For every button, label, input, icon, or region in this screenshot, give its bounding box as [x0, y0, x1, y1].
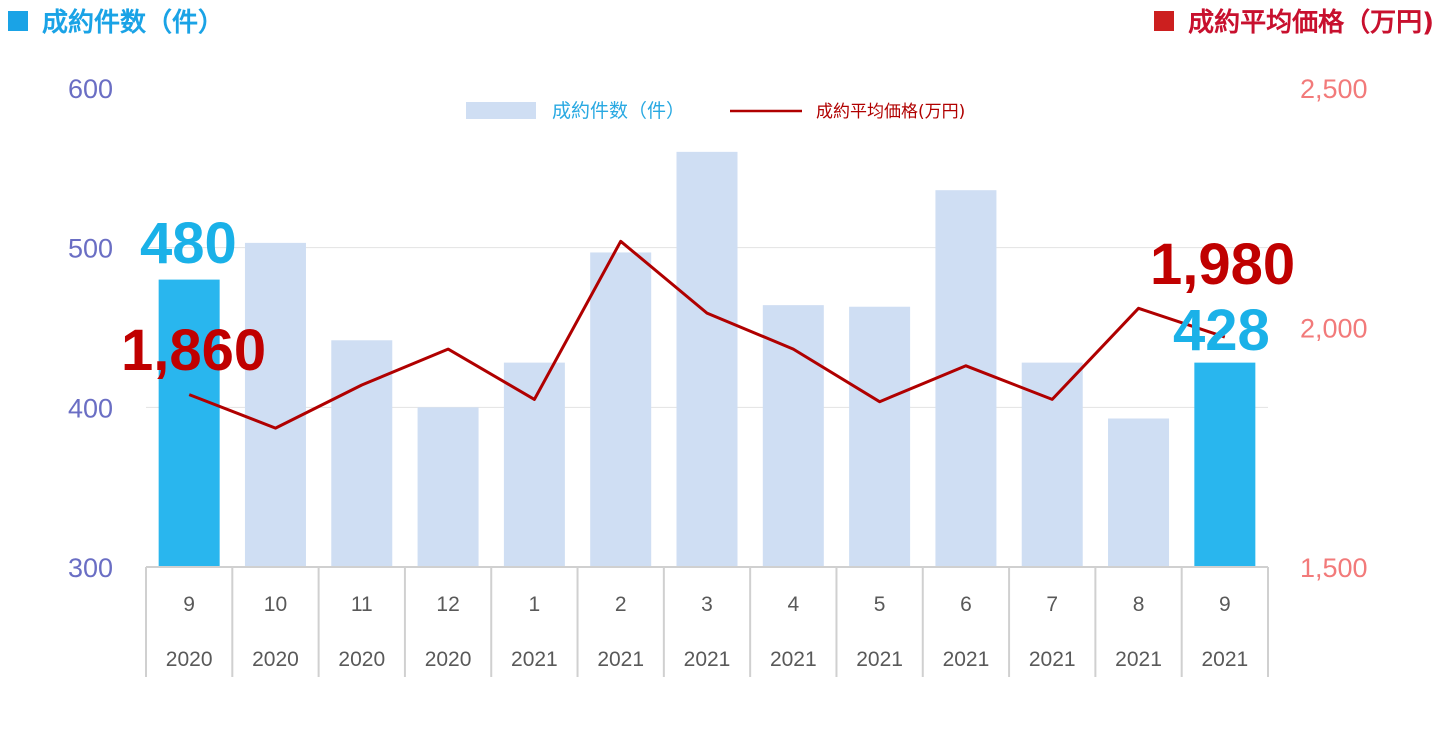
right-series-title-text: 成約平均価格（万円)	[1188, 8, 1434, 38]
legend-bar-swatch	[466, 102, 536, 119]
month-label: 3	[701, 593, 713, 616]
callout-last-bar: 428	[1173, 298, 1270, 363]
chart-legend: 成約件数（件） 成約平均価格(万円)	[466, 100, 965, 122]
month-label: 6	[960, 593, 972, 616]
year-label: 2021	[597, 648, 644, 671]
month-label: 4	[787, 593, 799, 616]
month-label: 9	[183, 593, 195, 616]
left-tick-label: 500	[68, 234, 113, 264]
price-line	[188, 239, 1226, 430]
bar	[676, 151, 738, 567]
bar	[1021, 362, 1083, 567]
month-label: 8	[1133, 593, 1145, 616]
left-tick-label: 400	[68, 393, 113, 423]
right-tick-label: 2,500	[1300, 74, 1368, 104]
callout-first-bar: 480	[140, 211, 237, 276]
year-label: 2020	[252, 648, 299, 671]
legend-bar-label: 成約件数（件）	[552, 100, 685, 122]
bar	[1108, 418, 1170, 567]
right-tick-label: 2,000	[1300, 314, 1368, 344]
category-labels: 9 2020 10 2020 11 2020 12 2020 1 2021 2 2021 3 2021 4 2…	[166, 593, 1248, 671]
year-label: 2020	[166, 648, 213, 671]
month-label: 2	[615, 593, 627, 616]
bar	[590, 252, 652, 567]
blue-square-icon	[8, 10, 28, 31]
bar	[849, 306, 911, 567]
callout-first-line: 1,860	[121, 318, 266, 383]
right-series-title: 成約平均価格（万円)	[1154, 2, 1434, 39]
month-label: 7	[1046, 593, 1058, 616]
right-axis-ticks: 1,500 2,000 2,500	[1300, 74, 1368, 583]
bar	[331, 340, 393, 567]
month-label: 5	[874, 593, 886, 616]
year-label: 2020	[425, 648, 472, 671]
bar	[503, 362, 565, 567]
bar	[158, 279, 220, 567]
year-label: 2021	[943, 648, 990, 671]
year-label: 2021	[1201, 648, 1248, 671]
month-label: 10	[264, 593, 287, 616]
month-label: 12	[436, 593, 459, 616]
line-series	[188, 239, 1226, 430]
left-series-title: 成約件数（件）	[8, 2, 224, 39]
year-label: 2021	[856, 648, 903, 671]
month-label: 11	[351, 593, 373, 616]
year-label: 2021	[1029, 648, 1076, 671]
left-tick-label: 600	[68, 74, 113, 104]
bar	[762, 305, 824, 567]
bar	[417, 407, 479, 567]
legend-line-label: 成約平均価格(万円)	[816, 102, 965, 122]
left-series-title-text: 成約件数（件）	[42, 8, 225, 38]
year-label: 2021	[684, 648, 731, 671]
left-tick-label: 300	[68, 553, 113, 583]
bar	[244, 242, 306, 568]
callout-last-line: 1,980	[1150, 232, 1295, 297]
value-callouts: 480 428 1,860 1,980	[121, 211, 1295, 383]
bar	[935, 190, 997, 568]
month-label: 9	[1219, 593, 1231, 616]
right-tick-label: 1,500	[1300, 553, 1368, 583]
bar	[1194, 362, 1256, 567]
year-label: 2021	[511, 648, 558, 671]
year-label: 2021	[1115, 648, 1162, 671]
left-axis-ticks: 300 400 500 600	[68, 74, 113, 583]
year-label: 2020	[338, 648, 385, 671]
month-label: 1	[529, 593, 541, 616]
category-axis-frame	[145, 566, 1269, 677]
year-label: 2021	[770, 648, 817, 671]
red-square-icon	[1154, 10, 1175, 31]
